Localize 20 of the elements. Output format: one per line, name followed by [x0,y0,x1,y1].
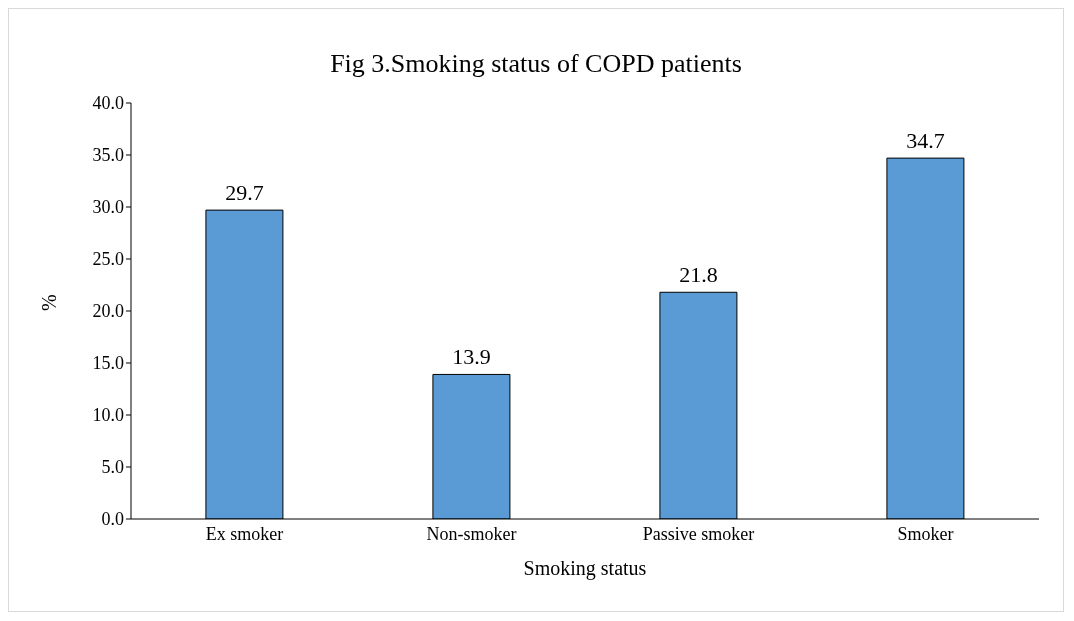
chart-title: Fig 3.Smoking status of COPD patients [329,49,743,79]
x-tick-label: Smoker [897,523,954,544]
data-label: 29.7 [225,180,264,206]
x-tick-label: Ex smoker [205,523,284,544]
y-tick-label: 40.0 [92,93,124,114]
x-tick-label: Non-smoker [426,523,517,544]
y-tick-label: 25.0 [92,249,124,270]
y-tick-label: 5.0 [101,457,124,478]
y-tick-label: 15.0 [92,353,124,374]
y-axis-title: % [38,294,61,311]
x-axis-title: Smoking status [523,557,647,580]
x-tick-label: Passive smoker [642,523,755,544]
y-tick-label: 0.0 [101,509,124,530]
y-tick-label: 35.0 [92,145,124,166]
data-label: 13.9 [452,344,491,370]
y-tick-label: 10.0 [92,405,124,426]
y-tick-label: 20.0 [92,301,124,322]
y-tick-label: 30.0 [92,197,124,218]
data-label: 34.7 [906,128,945,154]
data-label: 21.8 [679,262,718,288]
